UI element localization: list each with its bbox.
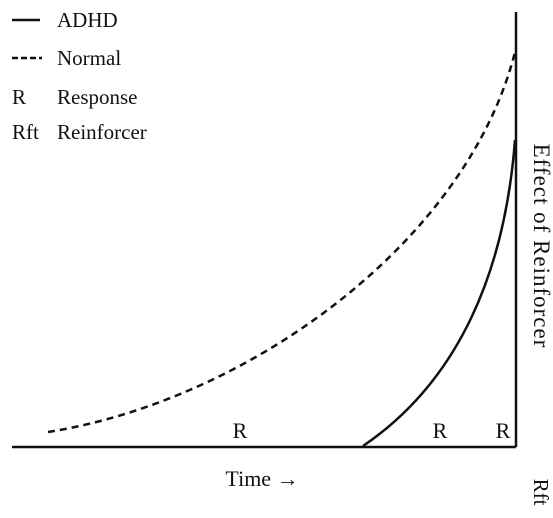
response-marker-2: R [433, 418, 448, 443]
legend-reinforcer-label: Reinforcer [57, 120, 147, 144]
legend-normal-label: Normal [57, 46, 121, 70]
legend-response-label: Response [57, 85, 138, 109]
legend-reinforcer-symbol: Rft [12, 120, 39, 144]
legend: ADHD Normal R Response Rft Reinforcer [12, 8, 147, 144]
legend-response-symbol: R [12, 85, 26, 109]
reinforcer-marker: Rft [529, 479, 553, 506]
normal-curve [47, 47, 518, 434]
x-axis-label: Time → [225, 466, 298, 491]
y-axis-label: Effect of Reinforcer [529, 144, 553, 349]
response-marker-3: R [496, 418, 511, 443]
response-marker-1: R [233, 418, 248, 443]
legend-adhd-label: ADHD [57, 8, 118, 32]
adhd-curve [362, 139, 517, 448]
